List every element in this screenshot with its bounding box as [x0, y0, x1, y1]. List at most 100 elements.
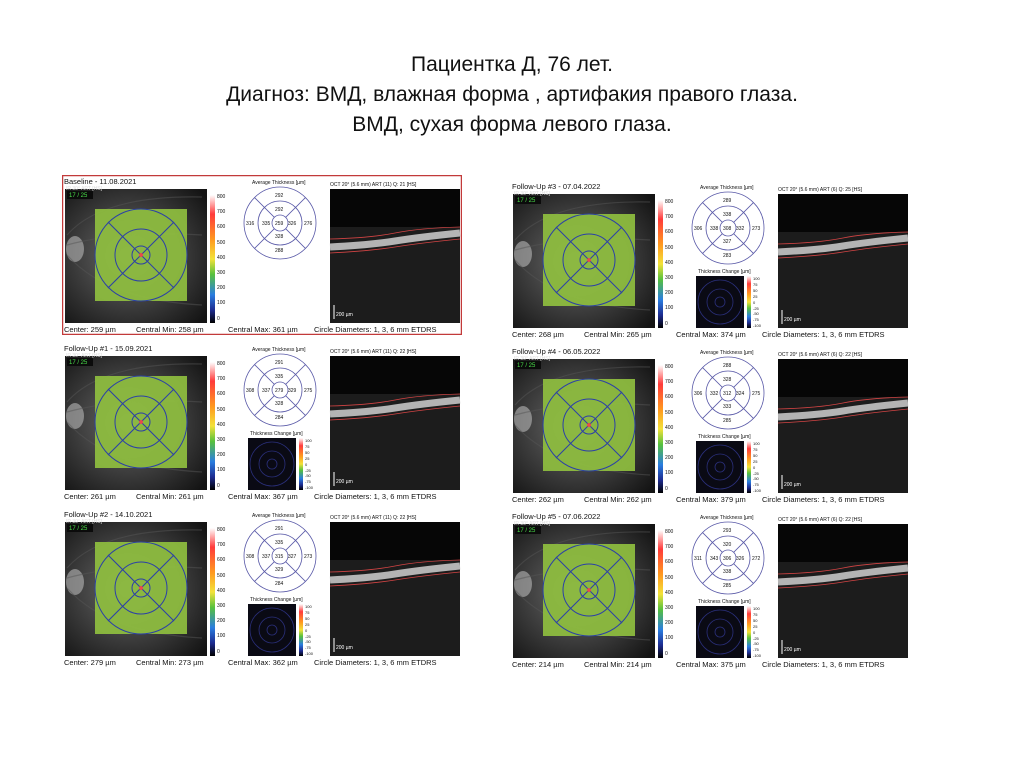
change-tick-label: 50 [305, 449, 310, 455]
change-tick-label: -50 [753, 311, 759, 317]
scale-tick-label: 700 [217, 376, 226, 383]
change-map-circle [714, 626, 726, 638]
grid-value-in-i: 333 [723, 404, 732, 410]
scale-tick-label: 0 [217, 482, 220, 489]
scale-tick-label: 200 [665, 455, 674, 462]
central-min: Central Min: 273 µm [136, 658, 204, 667]
etdrs-grid-sector-line [702, 398, 723, 419]
thickness-color-scale [658, 365, 663, 493]
etdrs-grid-circle [271, 547, 289, 565]
change-title: Thickness Change [µm] [698, 434, 751, 440]
scale-tick-label: 600 [665, 559, 674, 566]
scale-tick-label: 700 [665, 379, 674, 386]
grid-value-out-t: 308 [246, 388, 255, 394]
scale-tick-label: 600 [217, 224, 226, 231]
fovea-marker [587, 588, 591, 592]
scale-tick-label: 100 [665, 305, 674, 312]
scale-tick-label: 300 [217, 603, 226, 609]
grid-value-in-t: 332 [710, 391, 719, 397]
oct-panel: Follow-Up #2 - 14.10.2021 IR 30° ART [HS]… [62, 508, 462, 668]
grid-value-out-s: 291 [275, 526, 284, 532]
change-tick-label: -25 [753, 635, 759, 641]
etdrs-circle [579, 250, 599, 270]
etdrs-circle [131, 245, 151, 265]
map-title: Average Thickness [µm] [700, 185, 754, 191]
visit-label: Follow-Up #1 - 15.09.2021 [64, 344, 153, 353]
change-tick-label: 50 [305, 615, 310, 621]
etdrs-grid-sector-line [285, 197, 306, 218]
scale-tick-label: 400 [217, 587, 226, 594]
map-title: Average Thickness [µm] [252, 347, 306, 353]
change-tick-label: -50 [305, 473, 311, 479]
ir-label: IR 30° ART [HS] [514, 356, 550, 362]
center-thickness: Center: 214 µm [512, 660, 564, 669]
etdrs-grid-sector-line [254, 228, 275, 249]
retina-layer-band [329, 229, 461, 251]
scale-tick-label: 400 [217, 421, 226, 428]
oct-vitreous [330, 522, 460, 560]
etdrs-grid-circle [271, 381, 289, 399]
scale-bar-label: 200 µm [336, 312, 353, 318]
grid-value-out-s: 288 [723, 363, 732, 369]
grid-value-out-t: 308 [246, 554, 255, 560]
scale-tick-label: 800 [217, 361, 226, 367]
grid-value-in-i: 327 [723, 239, 732, 245]
map-title: Average Thickness [µm] [252, 513, 306, 519]
optic-disc [66, 236, 84, 262]
grid-value-out-i: 284 [275, 581, 284, 587]
central-max: Central Max: 374 µm [676, 330, 746, 339]
central-max: Central Max: 361 µm [228, 325, 298, 334]
etdrs-grid-sector-line [254, 197, 275, 218]
change-color-scale [299, 604, 303, 656]
scale-tick-label: 0 [665, 650, 668, 657]
grid-value-in-n: 329 [288, 388, 297, 394]
grid-value-in-t: 337 [262, 554, 271, 560]
retinal-vessel [514, 366, 651, 406]
quality-badge: 17 / 25 [69, 526, 88, 532]
change-color-scale [299, 438, 303, 490]
center-thickness: Center: 279 µm [64, 658, 116, 667]
quality-badge-bg [515, 526, 541, 534]
oct-panel: Follow-Up #3 - 07.04.2022 IR 30° ART [HS]… [510, 180, 910, 340]
scale-bar-label: 200 µm [784, 317, 801, 323]
change-tick-label: -25 [753, 305, 759, 311]
change-tick-label: -25 [305, 467, 311, 473]
ilm-segmentation-line [777, 396, 909, 410]
change-tick-label: 75 [753, 446, 758, 452]
quality-badge-bg [515, 196, 541, 204]
change-tick-label: 25 [753, 293, 758, 299]
etdrs-circle [114, 395, 168, 449]
quality-badge-bg [515, 361, 541, 369]
change-map-circle [249, 607, 295, 653]
thickness-color-scale [210, 195, 215, 323]
change-color-scale [747, 606, 751, 658]
scale-tick-label: 500 [665, 409, 674, 416]
visit-label: Follow-Up #5 - 07.06.2022 [512, 512, 601, 521]
etdrs-grid-sector-line [733, 398, 754, 419]
grid-value-out-i: 283 [723, 253, 732, 259]
etdrs-grid-sector-line [285, 530, 306, 551]
etdrs-grid-sector-line [702, 532, 723, 553]
grid-value-out-i: 284 [275, 415, 284, 421]
visit-label: Baseline - 11.08.2021 [64, 177, 137, 186]
oct-panel: Follow-Up #5 - 07.06.2022 IR 30° ART [HS]… [510, 510, 910, 670]
change-tick-label: -75 [753, 482, 759, 488]
oct-panel-graphics [513, 191, 909, 328]
scale-tick-label: 100 [665, 635, 674, 642]
etdrs-circle [562, 398, 616, 452]
grid-value-out-t: 306 [694, 226, 703, 232]
change-color-scale [747, 276, 751, 328]
thickness-change-map [696, 276, 744, 328]
oct-header: OCT 20° (5.6 mm) ART (11) Q: 21 [HS] [330, 182, 417, 188]
grid-value-in-s: 338 [723, 212, 732, 218]
quality-badge: 17 / 25 [517, 363, 536, 369]
fovea-marker [587, 423, 591, 427]
scale-tick-label: 0 [217, 648, 220, 655]
change-map-circle [706, 288, 734, 316]
grid-value-in-i: 328 [275, 234, 284, 240]
change-tick-label: 0 [305, 461, 308, 467]
quality-badge: 17 / 25 [517, 528, 536, 534]
oct-header: OCT 20° (5.6 mm) ART (6) Q: 22 [HS] [778, 517, 862, 523]
scale-tick-label: 100 [665, 470, 674, 477]
etdrs-grid-sector-line [254, 364, 275, 385]
